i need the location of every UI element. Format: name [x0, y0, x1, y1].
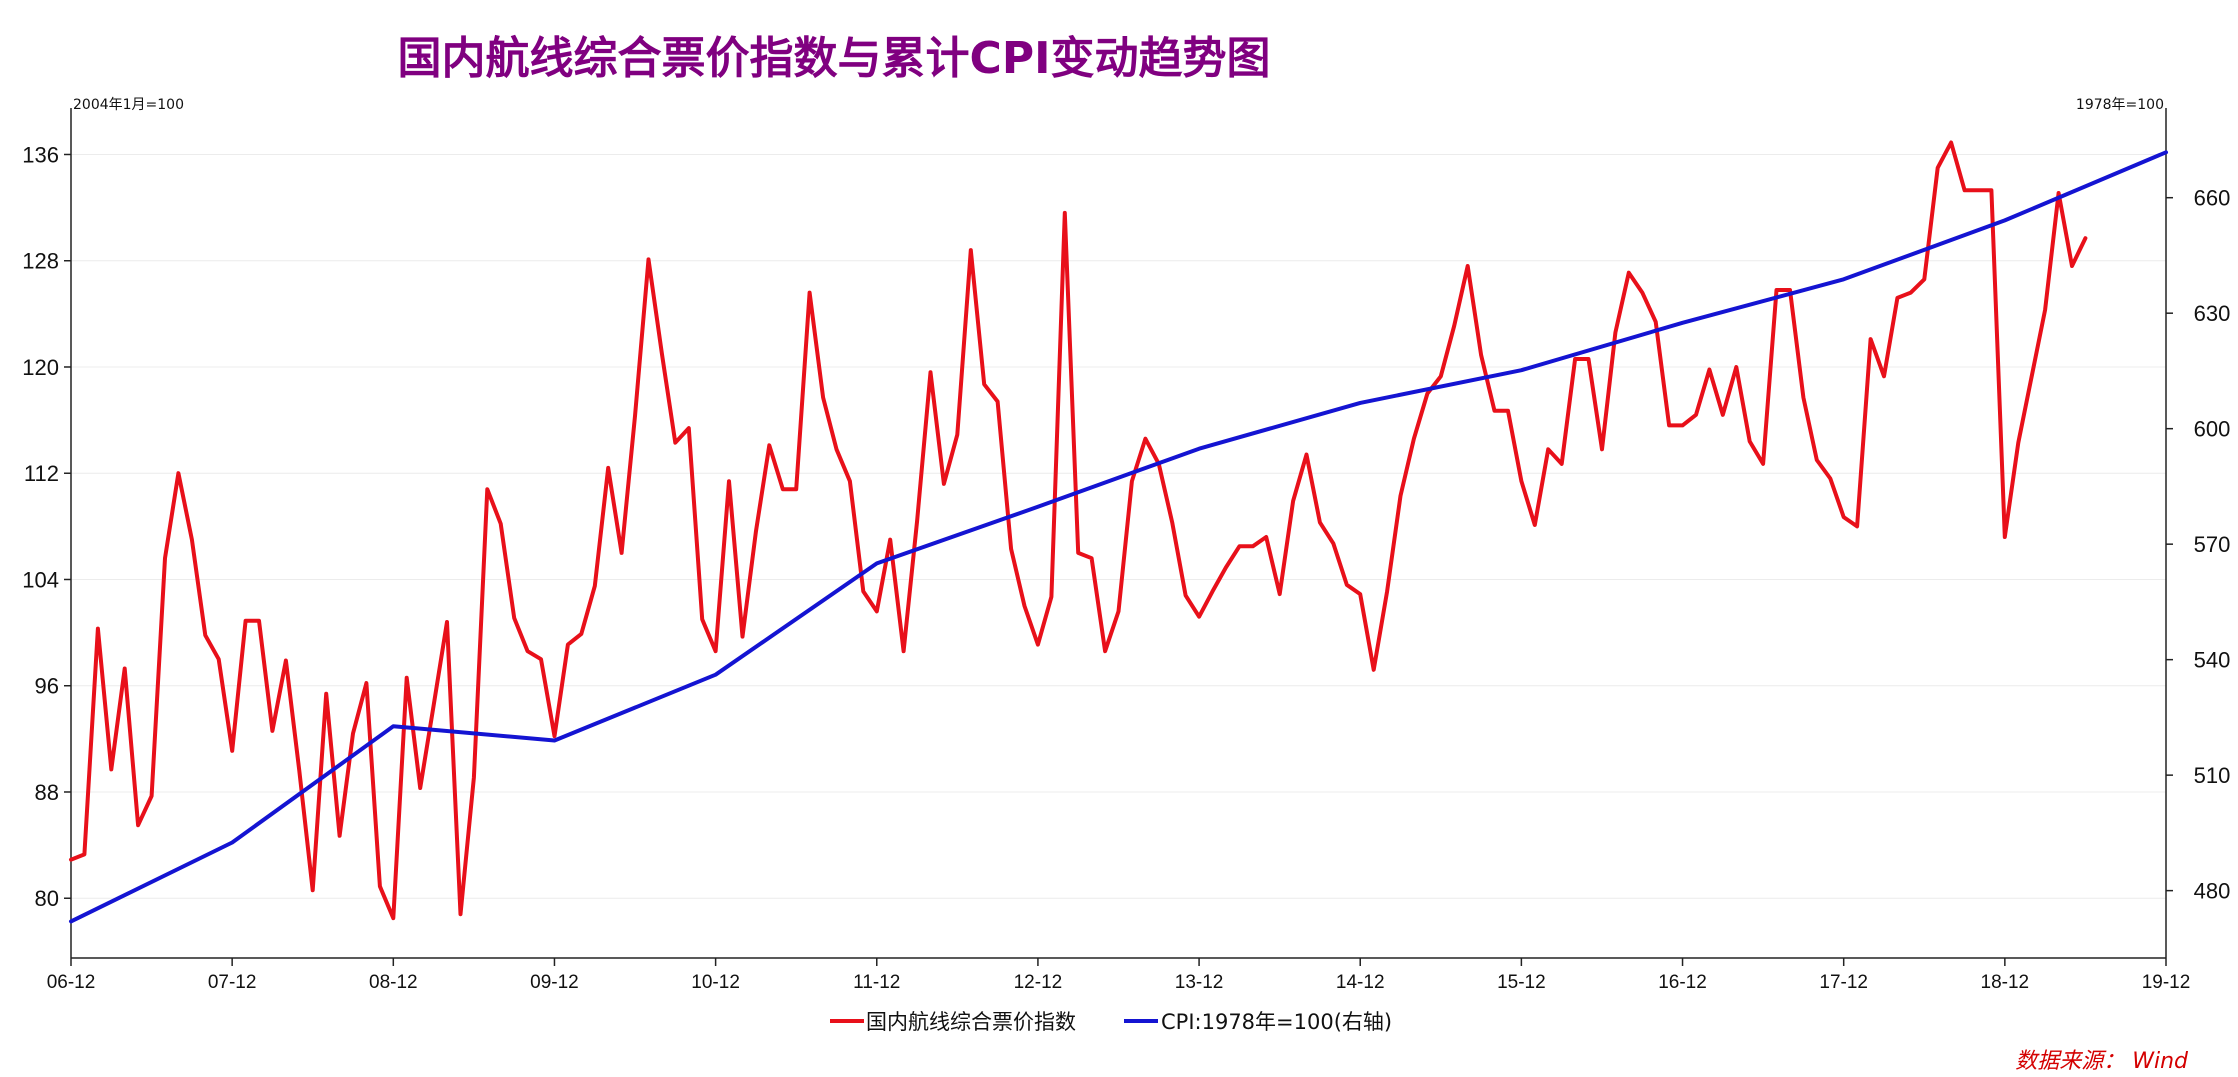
- x-tick-label: 10-12: [691, 972, 740, 993]
- left-tick-label: 136: [22, 142, 59, 167]
- x-tick-label: 08-12: [369, 972, 418, 993]
- right-tick-label: 630: [2194, 301, 2231, 326]
- left-tick-label: 112: [24, 461, 59, 486]
- x-tick-label: 07-12: [208, 972, 257, 993]
- right-tick-label: 600: [2194, 417, 2231, 442]
- left-tick-label: 96: [35, 674, 59, 699]
- legend-label-fare-index: 国内航线综合票价指数: [866, 1010, 1076, 1034]
- left-axis-ticks: 80 88 96 104 112 120 128 136: [22, 142, 71, 911]
- axes: [70, 108, 2167, 959]
- series-layer: [69, 140, 2168, 924]
- series-line-cpi: [69, 150, 2168, 924]
- x-tick-label: 06-12: [47, 972, 96, 993]
- data-source: 数据来源： Wind: [2015, 1049, 2189, 1074]
- x-tick-label: 11-12: [853, 972, 900, 993]
- left-unit-label: 2004年1月=100: [73, 97, 184, 113]
- x-tick-label: 15-12: [1497, 972, 1546, 993]
- left-tick-label: 128: [22, 249, 59, 274]
- right-tick-label: 570: [2194, 532, 2231, 557]
- x-tick-label: 18-12: [1981, 972, 2030, 993]
- right-tick-label: 510: [2194, 763, 2231, 788]
- x-tick-label: 09-12: [530, 972, 579, 993]
- gridlines: [71, 153, 2166, 899]
- right-axis-ticks: 480 510 540 570 600 630 660: [2166, 186, 2230, 904]
- left-tick-label: 80: [35, 886, 59, 911]
- left-tick-label: 104: [22, 567, 59, 592]
- legend-label-cpi: CPI:1978年=100(右轴): [1161, 1010, 1392, 1034]
- legend-item-cpi[interactable]: CPI:1978年=100(右轴): [1124, 1010, 1392, 1034]
- left-tick-label: 120: [22, 355, 59, 380]
- left-tick-label: 88: [35, 780, 59, 805]
- x-tick-label: 14-12: [1336, 972, 1385, 993]
- right-tick-label: 540: [2194, 648, 2231, 673]
- right-unit-label: 1978年=100: [2076, 97, 2164, 113]
- x-tick-label: 16-12: [1658, 972, 1707, 993]
- x-tick-label: 19-12: [2142, 972, 2191, 993]
- x-tick-label: 17-12: [1819, 972, 1868, 993]
- chart-title: 国内航线综合票价指数与累计CPI变动趋势图: [397, 33, 1271, 84]
- right-tick-label: 480: [2194, 879, 2231, 904]
- legend-item-fare-index[interactable]: 国内航线综合票价指数: [830, 1010, 1076, 1034]
- x-tick-label: 13-12: [1175, 972, 1224, 993]
- legend: 国内航线综合票价指数 CPI:1978年=100(右轴): [830, 1010, 1392, 1034]
- x-tick-label: 12-12: [1014, 972, 1063, 993]
- x-axis-ticks: 06-12 07-12 08-12 09-12 10-12 11-12 12-12 13-12…: [47, 958, 2191, 993]
- right-tick-label: 660: [2194, 186, 2231, 211]
- series-line-fare-index: [69, 140, 2088, 921]
